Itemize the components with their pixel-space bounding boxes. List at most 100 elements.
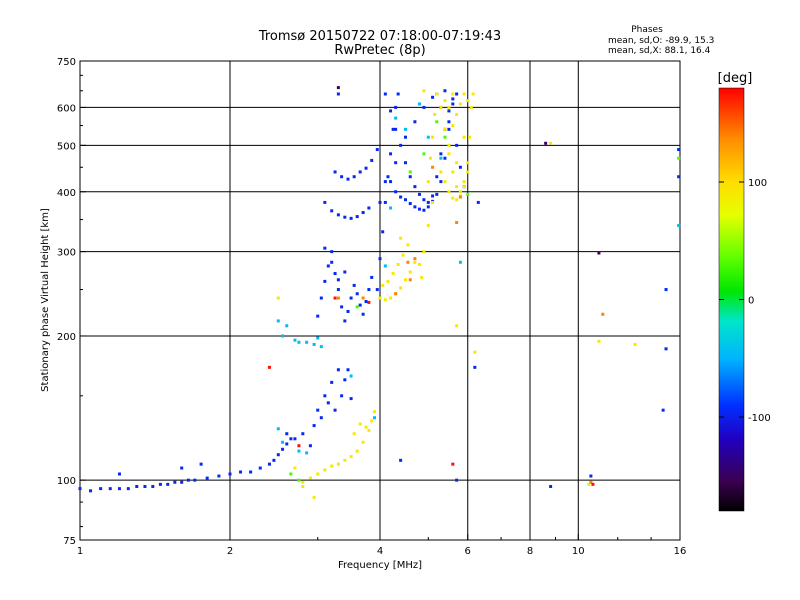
data-point: [285, 324, 289, 328]
data-point: [466, 192, 470, 196]
data-point: [346, 309, 350, 313]
data-point: [364, 425, 368, 429]
data-point: [297, 449, 301, 453]
data-point: [587, 482, 591, 486]
data-point: [458, 195, 462, 199]
data-point: [323, 468, 327, 472]
data-point: [228, 472, 232, 476]
data-point: [389, 180, 393, 184]
data-point: [267, 365, 271, 369]
phase-stats-x: mean, sd,X: 88.1, 16.4: [608, 46, 711, 56]
data-point: [394, 190, 398, 194]
data-point: [447, 120, 451, 124]
data-point: [417, 262, 421, 266]
phase-stats-o: mean, sd,O: -89.9, 15.3: [608, 36, 714, 46]
data-point: [451, 97, 455, 101]
data-point: [677, 224, 681, 228]
y-tick-label: 75: [63, 536, 76, 547]
data-point: [343, 319, 347, 323]
data-point: [422, 152, 426, 156]
data-point: [443, 89, 447, 93]
data-point: [108, 487, 112, 491]
data-point: [471, 92, 475, 96]
data-point: [285, 442, 289, 446]
data-point: [473, 350, 477, 354]
colorbar-ticks: 100 0 -100: [719, 178, 771, 424]
data-point: [361, 211, 365, 215]
data-point: [383, 264, 387, 268]
data-point: [394, 105, 398, 109]
data-point: [272, 458, 276, 462]
data-point: [330, 380, 334, 384]
data-point: [330, 260, 334, 264]
data-point: [422, 198, 426, 202]
data-point: [661, 408, 665, 412]
data-point: [349, 296, 353, 300]
data-point: [447, 152, 451, 156]
data-point: [346, 177, 350, 181]
data-point: [447, 190, 451, 194]
data-point: [399, 286, 403, 290]
data-point: [466, 99, 470, 103]
data-point: [469, 105, 473, 109]
data-point: [276, 453, 280, 457]
data-point: [117, 487, 121, 491]
data-point: [355, 215, 359, 219]
data-point: [417, 207, 421, 211]
data-point: [180, 480, 184, 484]
data-point: [383, 92, 387, 96]
data-point: [352, 283, 356, 287]
data-point: [305, 451, 309, 455]
data-point: [370, 419, 374, 423]
data-point: [308, 476, 312, 480]
data-point: [455, 161, 459, 165]
data-point: [186, 478, 190, 482]
data-point: [343, 215, 347, 219]
data-point: [389, 296, 393, 300]
grid-lines: [80, 61, 680, 540]
data-point: [443, 180, 447, 184]
data-point: [455, 198, 459, 202]
data-point: [343, 458, 347, 462]
data-point: [316, 314, 320, 318]
x-tick-label: 1: [77, 546, 83, 557]
data-point: [180, 466, 184, 470]
data-point: [413, 205, 417, 209]
data-point: [431, 194, 435, 198]
data-point: [391, 127, 395, 131]
data-point: [447, 143, 451, 147]
data-point: [333, 296, 337, 300]
data-point: [466, 170, 470, 174]
data-point: [408, 202, 412, 206]
data-point: [281, 447, 285, 451]
data-point: [343, 270, 347, 274]
data-point: [305, 340, 309, 344]
data-point: [370, 158, 374, 162]
data-point: [439, 180, 443, 184]
data-point: [199, 462, 203, 466]
data-point: [355, 305, 359, 309]
colorbar-tick-label: 0: [748, 296, 754, 307]
data-point: [135, 484, 139, 488]
data-point: [297, 340, 301, 344]
data-point: [389, 206, 393, 210]
data-point: [301, 484, 305, 488]
data-point: [289, 472, 293, 476]
data-point: [193, 478, 197, 482]
data-point: [408, 278, 412, 282]
data-point: [361, 296, 365, 300]
data-point: [336, 278, 340, 282]
data-point: [476, 200, 480, 204]
data-point: [312, 342, 316, 346]
data-point: [406, 243, 410, 247]
data-point: [326, 401, 330, 405]
data-point: [312, 495, 316, 499]
data-point: [323, 394, 327, 398]
data-point: [293, 338, 297, 342]
data-point: [422, 250, 426, 254]
y-tick-label: 100: [57, 476, 76, 487]
data-point: [378, 257, 382, 261]
colorbar: [deg] 100 0 -100: [718, 71, 771, 512]
data-point: [443, 156, 447, 160]
data-point: [301, 432, 305, 436]
